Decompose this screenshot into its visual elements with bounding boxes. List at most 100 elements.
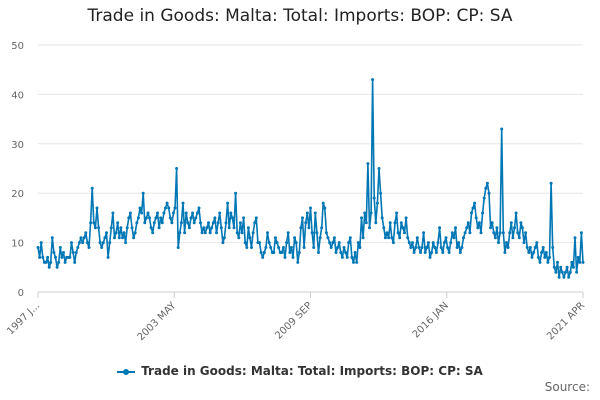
data-point[interactable]	[128, 211, 132, 215]
data-point[interactable]	[105, 231, 108, 235]
data-point[interactable]	[379, 191, 383, 195]
data-point[interactable]	[46, 255, 50, 259]
data-point[interactable]	[438, 226, 442, 230]
data-point[interactable]	[487, 191, 491, 195]
data-point[interactable]	[113, 236, 116, 240]
data-point[interactable]	[352, 260, 355, 264]
data-point[interactable]	[371, 78, 375, 82]
data-point[interactable]	[470, 211, 473, 215]
data-point[interactable]	[283, 255, 287, 259]
data-point[interactable]	[449, 241, 453, 245]
data-point[interactable]	[52, 251, 56, 254]
data-point[interactable]	[210, 226, 214, 230]
data-point[interactable]	[191, 211, 195, 215]
data-point[interactable]	[481, 211, 485, 215]
data-point[interactable]	[428, 255, 432, 259]
data-point[interactable]	[108, 241, 112, 245]
data-point[interactable]	[202, 226, 206, 230]
data-point[interactable]	[192, 221, 196, 225]
data-point[interactable]	[477, 221, 481, 225]
data-point[interactable]	[127, 216, 131, 220]
data-point[interactable]	[189, 216, 193, 220]
data-point[interactable]	[407, 241, 411, 245]
data-point[interactable]	[81, 241, 85, 245]
data-point[interactable]	[250, 246, 253, 249]
data-point[interactable]	[93, 226, 97, 230]
data-point[interactable]	[230, 216, 234, 220]
data-point[interactable]	[506, 246, 510, 249]
data-point[interactable]	[484, 186, 488, 190]
data-point[interactable]	[320, 226, 324, 230]
data-point[interactable]	[184, 211, 188, 215]
data-point[interactable]	[412, 251, 416, 254]
data-point[interactable]	[141, 191, 145, 195]
data-point[interactable]	[339, 251, 343, 254]
data-point[interactable]	[532, 251, 536, 254]
data-point[interactable]	[77, 241, 81, 245]
data-point[interactable]	[199, 221, 202, 225]
data-point[interactable]	[336, 246, 340, 249]
data-point[interactable]	[251, 231, 255, 235]
data-point[interactable]	[383, 236, 387, 240]
data-point[interactable]	[345, 255, 349, 259]
data-point[interactable]	[581, 260, 585, 264]
data-point[interactable]	[385, 231, 389, 235]
data-point[interactable]	[557, 275, 561, 279]
data-point[interactable]	[556, 260, 559, 264]
data-point[interactable]	[187, 226, 191, 230]
data-point[interactable]	[501, 231, 505, 235]
data-point[interactable]	[60, 255, 64, 259]
data-point[interactable]	[101, 241, 105, 245]
data-point[interactable]	[329, 246, 333, 249]
data-point[interactable]	[395, 211, 399, 215]
data-point[interactable]	[578, 260, 582, 264]
data-point[interactable]	[375, 201, 379, 205]
data-point[interactable]	[497, 241, 500, 245]
data-point[interactable]	[114, 231, 118, 235]
data-point[interactable]	[111, 211, 115, 215]
data-point[interactable]	[344, 251, 348, 254]
data-point[interactable]	[398, 236, 402, 240]
data-point[interactable]	[382, 226, 386, 230]
data-point[interactable]	[157, 226, 161, 230]
data-point[interactable]	[215, 231, 218, 235]
data-point[interactable]	[315, 231, 319, 235]
data-point[interactable]	[41, 255, 45, 259]
data-point[interactable]	[463, 231, 467, 235]
data-point[interactable]	[332, 236, 336, 240]
data-point[interactable]	[195, 211, 199, 215]
data-point[interactable]	[548, 255, 551, 259]
data-point[interactable]	[495, 226, 499, 230]
data-point[interactable]	[125, 226, 129, 230]
data-point[interactable]	[490, 221, 494, 225]
data-point[interactable]	[415, 236, 419, 240]
data-point[interactable]	[422, 231, 426, 235]
data-point[interactable]	[323, 206, 327, 210]
data-point[interactable]	[194, 216, 198, 220]
data-point[interactable]	[238, 221, 242, 225]
data-point[interactable]	[462, 236, 465, 240]
data-point[interactable]	[417, 246, 421, 249]
data-point[interactable]	[213, 216, 217, 220]
data-point[interactable]	[465, 226, 469, 230]
data-point[interactable]	[524, 231, 528, 235]
data-point[interactable]	[197, 206, 201, 210]
data-point[interactable]	[168, 216, 172, 220]
data-point[interactable]	[511, 236, 515, 240]
data-point[interactable]	[414, 246, 418, 249]
data-point[interactable]	[218, 211, 222, 215]
data-point[interactable]	[178, 231, 182, 235]
data-point[interactable]	[348, 236, 352, 240]
data-point[interactable]	[549, 181, 553, 185]
data-point[interactable]	[533, 246, 537, 249]
data-point[interactable]	[87, 246, 91, 249]
data-point[interactable]	[181, 201, 185, 205]
data-point[interactable]	[95, 206, 99, 210]
data-point[interactable]	[49, 260, 53, 264]
data-point[interactable]	[167, 206, 171, 210]
data-point[interactable]	[175, 167, 179, 170]
data-point[interactable]	[372, 196, 376, 200]
data-point[interactable]	[516, 231, 520, 235]
data-point[interactable]	[258, 241, 261, 245]
data-point[interactable]	[226, 201, 230, 205]
